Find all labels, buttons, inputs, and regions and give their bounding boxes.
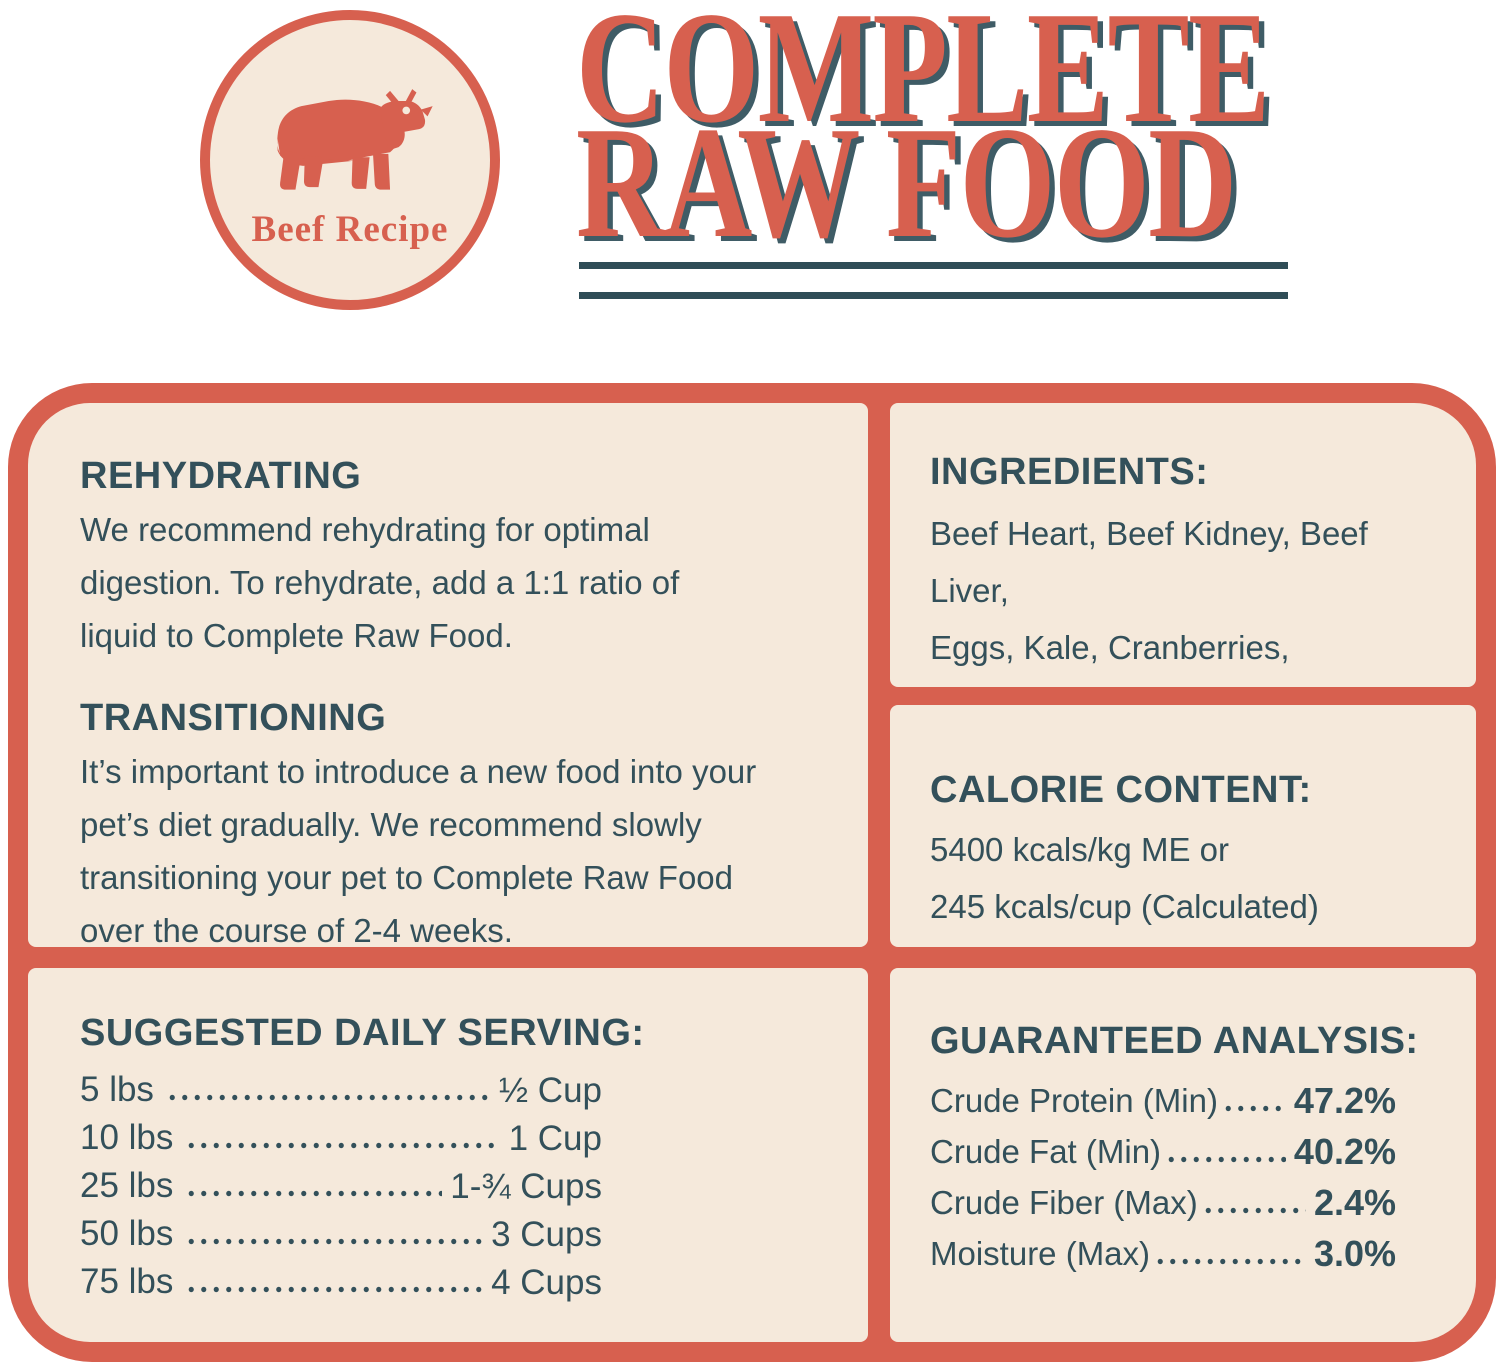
body-line: pet’s diet gradually. We recommend slowl…	[80, 806, 702, 843]
body-line: 5400 kcals/kg ME or	[930, 831, 1229, 868]
rehydrating-body: We recommend rehydrating for optimal dig…	[80, 503, 812, 662]
body-line: 245 kcals/cup (Calculated)	[930, 888, 1319, 925]
ingredients-heading: INGREDIENTS:	[930, 451, 1209, 493]
serving-heading: SUGGESTED DAILY SERVING:	[80, 1012, 645, 1054]
dot-leader	[163, 1062, 491, 1110]
analysis-value: 3.0%	[1313, 1233, 1396, 1275]
analysis-row: Crude Protein (Min) 47.2%	[930, 1070, 1396, 1121]
analysis-table: Crude Protein (Min) 47.2% Crude Fat (Min…	[930, 1070, 1396, 1274]
serving-amount: 1-¾ Cups	[450, 1166, 602, 1206]
serving-amount: 4 Cups	[491, 1262, 602, 1302]
serving-row: 10 lbs 1 Cup	[80, 1110, 602, 1158]
transitioning-heading: TRANSITIONING	[80, 697, 387, 739]
serving-weight: 25 lbs	[80, 1165, 174, 1205]
serving-weight: 5 lbs	[80, 1069, 154, 1109]
serving-weight: 10 lbs	[80, 1117, 174, 1157]
serving-amount: 1 Cup	[508, 1118, 602, 1158]
title-line-1: COMPLETE	[576, 0, 1270, 156]
analysis-value: 40.2%	[1293, 1131, 1396, 1173]
body-line: Beef Heart, Beef Kidney, Beef Liver,	[930, 515, 1368, 609]
body-line: We recommend rehydrating for optimal	[80, 511, 650, 548]
analysis-row: Moisture (Max) 3.0%	[930, 1223, 1396, 1274]
analysis-row: Crude Fat (Min) 40.2%	[930, 1121, 1396, 1172]
panel-ingredients: INGREDIENTS: Beef Heart, Beef Kidney, Be…	[890, 403, 1476, 687]
badge-label: Beef Recipe	[251, 209, 449, 250]
rehydrating-heading: REHYDRATING	[80, 455, 362, 497]
analysis-label: Moisture (Max)	[930, 1235, 1151, 1273]
body-line: over the course of 2-4 weeks.	[80, 912, 513, 947]
body-line: Eggs, Kale, Cranberries, Sunflower	[930, 629, 1290, 687]
title-rule-bottom	[579, 292, 1288, 299]
analysis-label: Crude Fiber (Max)	[930, 1184, 1198, 1222]
serving-row: 5 lbs ½ Cup	[80, 1062, 602, 1110]
serving-weight: 75 lbs	[80, 1261, 174, 1301]
serving-weight: 50 lbs	[80, 1213, 174, 1253]
serving-row: 50 lbs 3 Cups	[80, 1206, 602, 1254]
dot-leader	[183, 1206, 484, 1254]
dot-leader	[1219, 1070, 1286, 1121]
info-board: REHYDRATING We recommend rehydrating for…	[8, 383, 1496, 1362]
body-line: transitioning your pet to Complete Raw F…	[80, 859, 734, 896]
panel-daily-serving: SUGGESTED DAILY SERVING: 5 lbs ½ Cup 10 …	[28, 968, 868, 1342]
body-line: liquid to Complete Raw Food.	[80, 617, 513, 654]
panel-feeding-guide: REHYDRATING We recommend rehydrating for…	[28, 403, 868, 947]
panel-calorie-content: CALORIE CONTENT: 5400 kcals/kg ME or 245…	[890, 705, 1476, 947]
ingredients-body: Beef Heart, Beef Kidney, Beef Liver, Egg…	[930, 505, 1440, 687]
dot-leader	[183, 1254, 484, 1302]
calorie-heading: CALORIE CONTENT:	[930, 769, 1312, 811]
serving-row: 25 lbs 1-¾ Cups	[80, 1158, 602, 1206]
body-line: It’s important to introduce a new food i…	[80, 753, 757, 790]
title-line-2: RAW FOOD	[576, 93, 1237, 271]
serving-amount: 3 Cups	[491, 1214, 602, 1254]
analysis-heading: GUARANTEED ANALYSIS:	[930, 1020, 1419, 1062]
dot-leader	[1199, 1172, 1306, 1223]
analysis-value: 47.2%	[1293, 1080, 1396, 1122]
calorie-body: 5400 kcals/kg ME or 245 kcals/cup (Calcu…	[930, 821, 1440, 935]
cow-icon	[277, 89, 433, 190]
panel-guaranteed-analysis: GUARANTEED ANALYSIS: Crude Protein (Min)…	[890, 968, 1476, 1342]
analysis-label: Crude Protein (Min)	[930, 1082, 1218, 1120]
analysis-label: Crude Fat (Min)	[930, 1133, 1162, 1171]
serving-row: 75 lbs 4 Cups	[80, 1254, 602, 1302]
body-line: digestion. To rehydrate, add a 1:1 ratio…	[80, 564, 680, 601]
dot-leader	[183, 1158, 443, 1206]
dot-leader	[1152, 1223, 1306, 1274]
serving-amount: ½ Cup	[498, 1070, 602, 1110]
serving-table: 5 lbs ½ Cup 10 lbs 1 Cup 25 lbs 1-¾ Cups…	[80, 1062, 602, 1302]
dot-leader	[183, 1110, 501, 1158]
analysis-row: Crude Fiber (Max) 2.4%	[930, 1172, 1396, 1223]
transitioning-body: It’s important to introduce a new food i…	[80, 745, 812, 947]
dot-leader	[1163, 1121, 1286, 1172]
recipe-badge: Beef Recipe	[200, 10, 500, 310]
analysis-value: 2.4%	[1313, 1182, 1396, 1224]
title-rule-top	[579, 262, 1288, 269]
